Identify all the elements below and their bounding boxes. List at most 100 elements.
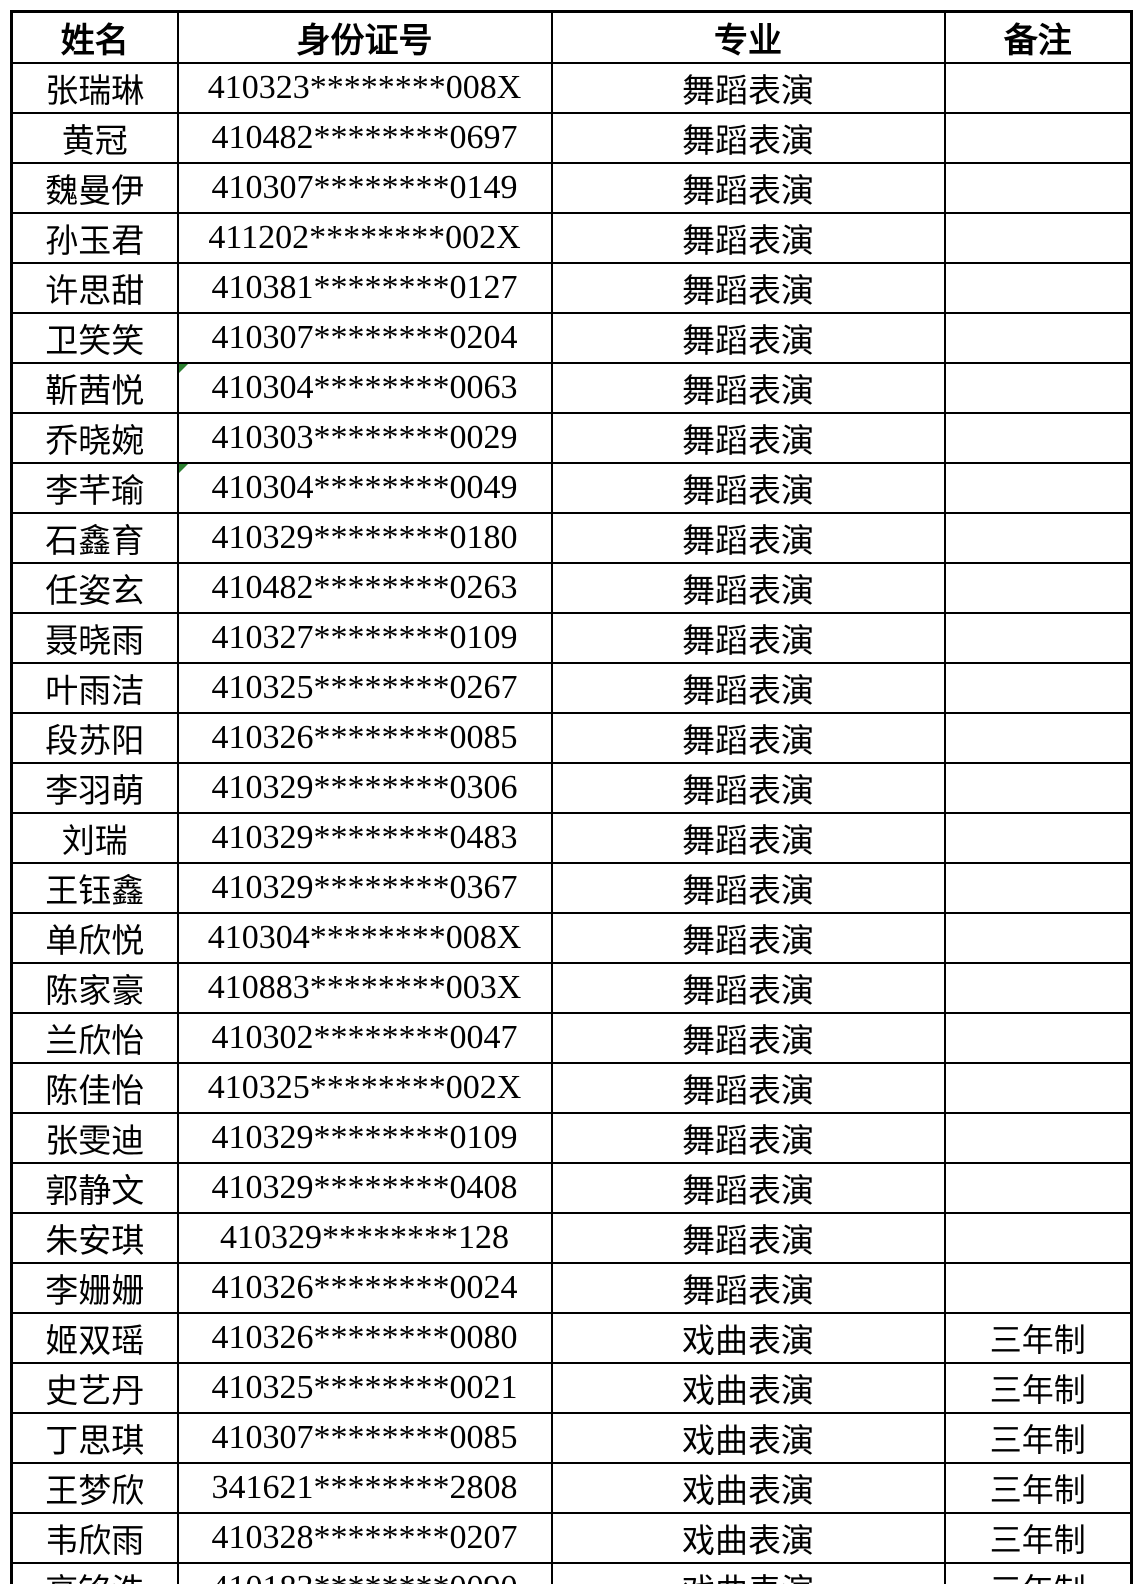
- table-row: 段苏阳 410326********0085 舞蹈表演: [10, 712, 1133, 764]
- cell-note: 三年制: [943, 1512, 1133, 1564]
- id-number-text: 410304********0063: [211, 369, 518, 406]
- student-roster-table: 姓名 身份证号 专业 备注 张瑞琳 410323********008X 舞蹈表…: [10, 10, 1133, 1584]
- cell-student-name: 叶雨洁: [10, 662, 179, 714]
- cell-note: [943, 312, 1133, 364]
- id-number-text: 410329********0408: [211, 1169, 518, 1206]
- cell-major: 舞蹈表演: [550, 612, 946, 664]
- cell-major: 舞蹈表演: [550, 562, 946, 614]
- cell-student-name: 韦欣雨: [10, 1512, 179, 1564]
- cell-major: 舞蹈表演: [550, 662, 946, 714]
- cell-id-number: 410381********0127: [176, 262, 553, 314]
- table-row: 任姿玄 410482********0263 舞蹈表演: [10, 562, 1133, 614]
- cell-student-name: 张瑞琳: [10, 62, 179, 114]
- table-row: 单欣悦 410304********008X 舞蹈表演: [10, 912, 1133, 964]
- cell-note: 三年制: [943, 1312, 1133, 1364]
- cell-id-number: 410329********0306: [176, 762, 553, 814]
- table-row: 黄冠 410482********0697 舞蹈表演: [10, 112, 1133, 164]
- cell-student-name: 聂晓雨: [10, 612, 179, 664]
- cell-note: [943, 812, 1133, 864]
- id-number-text: 410482********0697: [211, 119, 518, 156]
- id-number-text: 410326********0080: [211, 1319, 518, 1356]
- cell-student-name: 刘瑞: [10, 812, 179, 864]
- table-row: 刘瑞 410329********0483 舞蹈表演: [10, 812, 1133, 864]
- cell-id-number: 410323********008X: [176, 62, 553, 114]
- cell-major: 舞蹈表演: [550, 1162, 946, 1214]
- table-row: 靳茜悦 410304********0063 舞蹈表演: [10, 362, 1133, 414]
- cell-note: 三年制: [943, 1412, 1133, 1464]
- cell-student-name: 史艺丹: [10, 1362, 179, 1414]
- cell-note: [943, 1112, 1133, 1164]
- id-number-text: 410307********0149: [211, 169, 518, 206]
- cell-major: 舞蹈表演: [550, 412, 946, 464]
- table-row: 朱安琪 410329********128 舞蹈表演: [10, 1212, 1133, 1264]
- cell-student-name: 石鑫育: [10, 512, 179, 564]
- cell-major: 舞蹈表演: [550, 962, 946, 1014]
- cell-major: 戏曲表演: [550, 1362, 946, 1414]
- cell-major: 舞蹈表演: [550, 512, 946, 564]
- table-row: 郭静文 410329********0408 舞蹈表演: [10, 1162, 1133, 1214]
- cell-note: [943, 412, 1133, 464]
- id-number-text: 410329********128: [220, 1219, 509, 1256]
- cell-note: [943, 1062, 1133, 1114]
- table-row: 张瑞琳 410323********008X 舞蹈表演: [10, 62, 1133, 114]
- cell-id-number: 410325********0267: [176, 662, 553, 714]
- cell-major: 戏曲表演: [550, 1312, 946, 1364]
- cell-note: [943, 212, 1133, 264]
- cell-major: 舞蹈表演: [550, 1212, 946, 1264]
- cell-note: [943, 112, 1133, 164]
- cell-id-number: 410307********0085: [176, 1412, 553, 1464]
- cell-student-name: 段苏阳: [10, 712, 179, 764]
- id-number-text: 410329********0180: [211, 519, 518, 556]
- cell-student-name: 任姿玄: [10, 562, 179, 614]
- cell-major: 戏曲表演: [550, 1512, 946, 1564]
- id-number-text: 410328********0207: [211, 1519, 518, 1556]
- cell-major: 戏曲表演: [550, 1412, 946, 1464]
- cell-student-name: 高铭浩: [10, 1562, 179, 1584]
- cell-note: [943, 862, 1133, 914]
- table-row: 王钰鑫 410329********0367 舞蹈表演: [10, 862, 1133, 914]
- id-number-text: 410883********003X: [207, 969, 522, 1006]
- id-number-text: 411202********002X: [208, 219, 521, 256]
- table-row: 魏曼伊 410307********0149 舞蹈表演: [10, 162, 1133, 214]
- cell-id-number: 410307********0204: [176, 312, 553, 364]
- table-row: 叶雨洁 410325********0267 舞蹈表演: [10, 662, 1133, 714]
- id-number-text: 410304********008X: [207, 919, 522, 956]
- cell-student-name: 丁思琪: [10, 1412, 179, 1464]
- cell-student-name: 孙玉君: [10, 212, 179, 264]
- cell-id-number: 410482********0263: [176, 562, 553, 614]
- column-header-name: 姓名: [10, 10, 179, 64]
- table-row: 李姗姗 410326********0024 舞蹈表演: [10, 1262, 1133, 1314]
- cell-major: 舞蹈表演: [550, 312, 946, 364]
- id-number-text: 341621********2808: [211, 1469, 518, 1506]
- table-row: 史艺丹 410325********0021 戏曲表演 三年制: [10, 1362, 1133, 1414]
- table-row: 王梦欣 341621********2808 戏曲表演 三年制: [10, 1462, 1133, 1514]
- table-row: 高铭浩 410183********0090 戏曲表演 三年制: [10, 1562, 1133, 1584]
- cell-note: [943, 462, 1133, 514]
- id-number-text: 410183********0090: [212, 1569, 518, 1584]
- cell-student-name: 乔晓婉: [10, 412, 179, 464]
- cell-major: 舞蹈表演: [550, 1262, 946, 1314]
- cell-id-number: 410883********003X: [176, 962, 553, 1014]
- cell-student-name: 郭静文: [10, 1162, 179, 1214]
- id-number-text: 410307********0085: [211, 1419, 518, 1456]
- id-number-text: 410329********0109: [211, 1119, 518, 1156]
- cell-student-name: 姬双瑶: [10, 1312, 179, 1364]
- cell-student-name: 张雯迪: [10, 1112, 179, 1164]
- cell-note: [943, 262, 1133, 314]
- cell-major: 舞蹈表演: [550, 762, 946, 814]
- cell-student-name: 魏曼伊: [10, 162, 179, 214]
- cell-id-number: 410307********0149: [176, 162, 553, 214]
- id-number-text: 410304********0049: [211, 469, 518, 506]
- cell-note: [943, 1212, 1133, 1264]
- table-row: 石鑫育 410329********0180 舞蹈表演: [10, 512, 1133, 564]
- cell-id-number: 410326********0085: [176, 712, 553, 764]
- id-number-text: 410329********0367: [211, 869, 518, 906]
- cell-id-number: 410329********0483: [176, 812, 553, 864]
- cell-note: 三年制: [943, 1562, 1133, 1584]
- id-number-text: 410381********0127: [211, 269, 518, 306]
- table-row: 陈家豪 410883********003X 舞蹈表演: [10, 962, 1133, 1014]
- cell-note: [943, 962, 1133, 1014]
- cell-student-name: 兰欣怡: [10, 1012, 179, 1064]
- cell-major: 舞蹈表演: [550, 212, 946, 264]
